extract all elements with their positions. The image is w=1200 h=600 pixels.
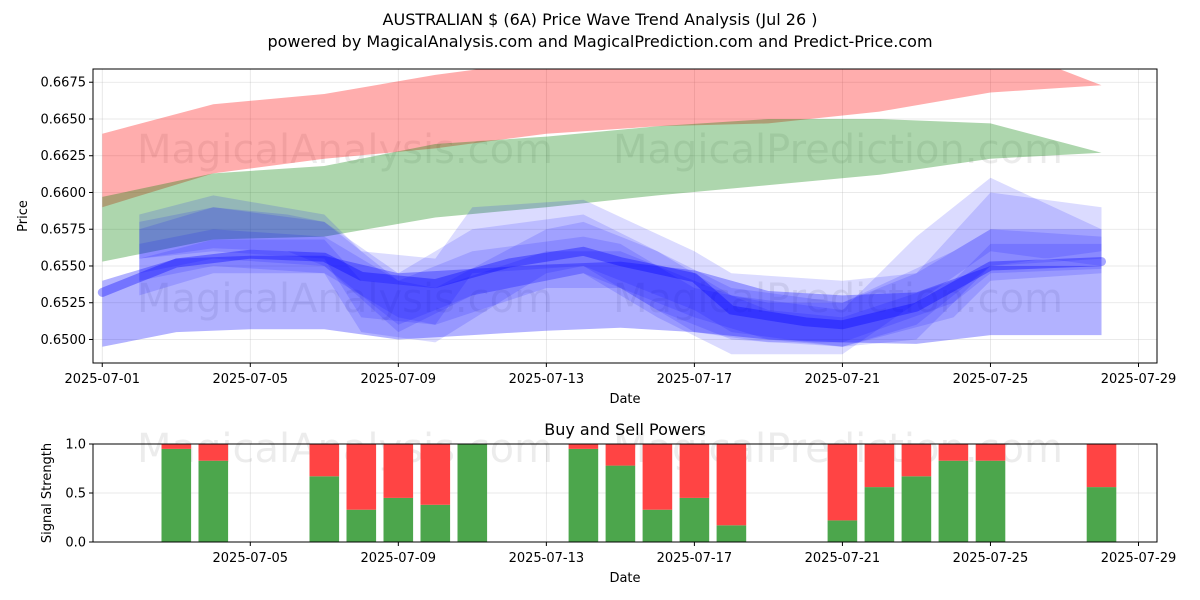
buy-bar xyxy=(420,504,451,542)
price-x-tick-label: 2025-07-09 xyxy=(361,372,437,387)
price-x-label: Date xyxy=(609,392,640,407)
sell-bar xyxy=(864,444,895,488)
signal-y-tick-label: 0.0 xyxy=(65,536,86,551)
watermark-prediction-top: MagicalPrediction.com xyxy=(613,127,1063,173)
signal-y-label: Signal Strength xyxy=(40,443,55,543)
blue-center-trend-line xyxy=(97,246,1106,330)
price-y-label: Price xyxy=(16,200,31,232)
sell-bar xyxy=(346,444,377,510)
buy-bar xyxy=(457,444,488,542)
sell-bar xyxy=(309,444,340,477)
price-y-tick-label: 0.6575 xyxy=(41,223,87,238)
sell-bar xyxy=(1086,444,1117,488)
sell-bar xyxy=(383,444,414,498)
watermark-prediction-mid: MagicalPrediction.com xyxy=(613,276,1063,322)
buy-bar xyxy=(383,497,414,542)
price-y-tick-label: 0.6650 xyxy=(41,112,87,127)
signal-x-tick-label: 2025-07-09 xyxy=(361,551,437,566)
buy-bar xyxy=(827,520,858,542)
signal-bars xyxy=(161,444,1117,542)
buy-bar xyxy=(161,448,192,542)
buy-bar xyxy=(309,476,340,542)
buy-bar xyxy=(198,460,229,542)
signal-x-ticks: 2025-07-05 2025-07-09 2025-07-13 2025-07-17… xyxy=(213,542,1177,566)
sell-bar xyxy=(198,444,229,461)
signal-y-tick-label: 0.5 xyxy=(65,487,86,502)
price-y-ticks: 0.6500 0.6525 0.6550 0.6575 0.6600 0.6625 0.66… xyxy=(41,76,93,348)
chart-subtitle: powered by MagicalAnalysis.com and Magic… xyxy=(267,32,932,51)
price-watermarks: MagicalAnalysis.com MagicalPrediction.co… xyxy=(137,127,1063,322)
blue-wave-band-1 xyxy=(139,192,1102,347)
signal-y-tick-label: 1.0 xyxy=(65,438,86,453)
sell-bar xyxy=(679,444,710,498)
sell-bar xyxy=(827,444,858,521)
price-bands xyxy=(102,69,1102,355)
chart-title: AUSTRALIAN $ (6A) Price Wave Trend Analy… xyxy=(383,10,818,29)
price-y-tick-label: 0.6550 xyxy=(41,259,87,274)
buy-bar xyxy=(346,509,377,542)
signal-x-tick-label: 2025-07-05 xyxy=(213,551,289,566)
blue-wave-band-4 xyxy=(139,221,1102,347)
buy-bar xyxy=(679,497,710,542)
blue-wave-band-3 xyxy=(139,229,1102,347)
buy-bar xyxy=(642,509,673,542)
signal-x-label: Date xyxy=(609,571,640,586)
buy-bar xyxy=(938,460,969,542)
price-x-tick-label: 2025-07-21 xyxy=(805,372,881,387)
price-y-tick-label: 0.6525 xyxy=(41,296,87,311)
green-band xyxy=(102,119,1102,262)
price-x-tick-label: 2025-07-25 xyxy=(953,372,1029,387)
price-x-tick-label: 2025-07-01 xyxy=(64,372,140,387)
buy-bar xyxy=(1086,487,1117,542)
price-grid xyxy=(93,69,1157,363)
price-x-tick-label: 2025-07-17 xyxy=(657,372,733,387)
signal-x-tick-label: 2025-07-17 xyxy=(657,551,733,566)
price-lines xyxy=(97,246,1106,330)
sell-bar xyxy=(642,444,673,510)
price-axes: MagicalAnalysis.com MagicalPrediction.co… xyxy=(16,68,1176,407)
buy-bar xyxy=(568,448,599,542)
buy-bar xyxy=(975,460,1006,542)
price-x-ticks: 2025-07-01 2025-07-05 2025-07-09 2025-07-13… xyxy=(64,363,1176,387)
signal-x-tick-label: 2025-07-29 xyxy=(1101,551,1177,566)
signal-x-tick-label: 2025-07-21 xyxy=(805,551,881,566)
buy-bar xyxy=(901,476,932,542)
price-plot-frame xyxy=(92,68,1158,364)
signal-title: Buy and Sell Powers xyxy=(544,420,706,439)
sell-bar xyxy=(901,444,932,477)
signal-x-tick-label: 2025-07-25 xyxy=(953,551,1029,566)
signal-axes: Buy and Sell Powers MagicalAnalysis.com … xyxy=(40,420,1176,586)
sell-bar xyxy=(605,444,636,466)
buy-bar xyxy=(716,525,747,542)
red-band xyxy=(102,69,1102,208)
sell-bar xyxy=(938,444,969,461)
price-x-tick-label: 2025-07-13 xyxy=(509,372,585,387)
blue-wave-band-5 xyxy=(139,207,1102,343)
sell-bar xyxy=(568,444,599,449)
price-x-tick-label: 2025-07-05 xyxy=(213,372,289,387)
sell-bar xyxy=(975,444,1006,461)
buy-bar xyxy=(864,487,895,542)
buy-bar xyxy=(605,465,636,542)
price-y-tick-label: 0.6500 xyxy=(41,333,87,348)
signal-x-tick-label: 2025-07-13 xyxy=(509,551,585,566)
watermark-analysis-top: MagicalAnalysis.com xyxy=(137,127,553,173)
sell-bar xyxy=(420,444,451,505)
price-y-tick-label: 0.6625 xyxy=(41,149,87,164)
signal-y-ticks: 0.0 0.5 1.0 xyxy=(65,438,93,551)
blue-wide-band xyxy=(102,255,1102,347)
sell-bar xyxy=(161,444,192,449)
sell-bar xyxy=(716,444,747,526)
price-y-tick-label: 0.6600 xyxy=(41,186,87,201)
price-x-tick-label: 2025-07-29 xyxy=(1101,372,1177,387)
watermark-analysis-mid: MagicalAnalysis.com xyxy=(137,276,553,322)
blue-wave-band-2 xyxy=(139,177,1102,355)
price-y-tick-label: 0.6675 xyxy=(41,76,87,91)
